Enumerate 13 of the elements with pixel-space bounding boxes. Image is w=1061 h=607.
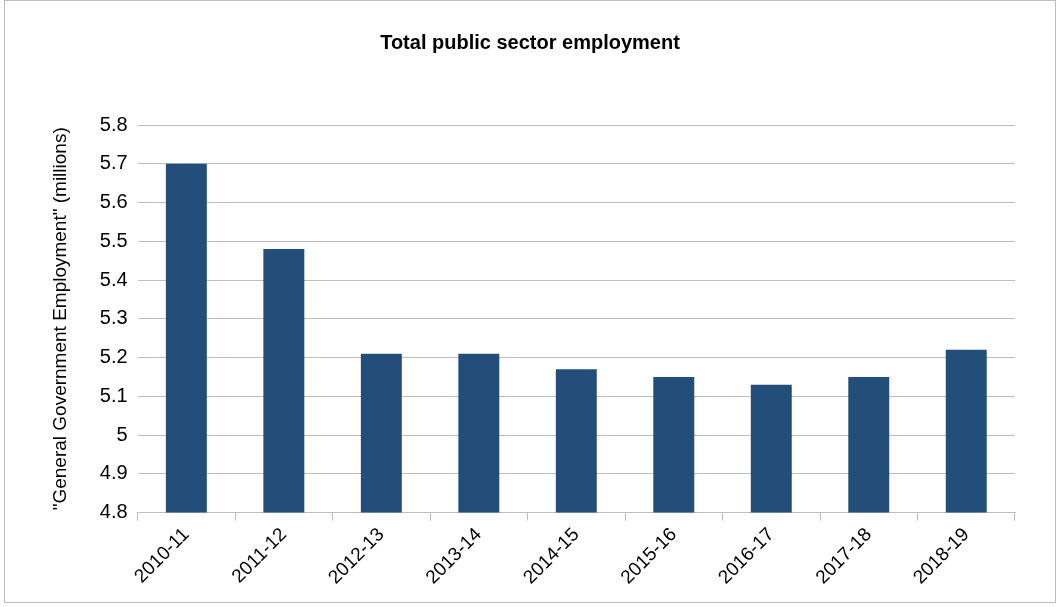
y-tick-label: 5 [116,422,128,445]
y-tick-label: 5.1 [99,383,128,406]
y-tick-label: 4.8 [99,500,128,523]
y-axis-title: "General Government Employment" (millions) [48,127,70,511]
y-tick-label: 5.3 [99,306,128,329]
y-tick-label: 5.8 [99,112,128,135]
chart-title: Total public sector employment [380,30,681,53]
y-tick-label: 5.4 [99,267,128,290]
y-tick-label: 5.2 [99,345,128,368]
y-tick-label: 4.9 [99,461,128,484]
y-tick-label: 5.5 [99,228,128,251]
y-tick-label: 5.7 [99,151,128,174]
y-tick-label: 5.6 [99,190,128,213]
